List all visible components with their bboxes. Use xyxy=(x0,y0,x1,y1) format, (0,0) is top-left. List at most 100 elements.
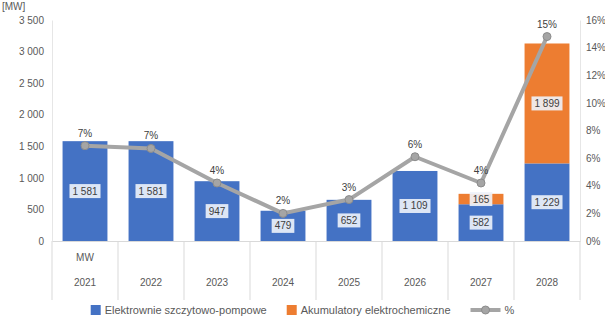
y-tick: 2 500 xyxy=(19,78,52,89)
category-separator xyxy=(52,241,53,300)
line-marker xyxy=(477,179,485,187)
y-tick-label: 2 500 xyxy=(19,78,44,89)
bar-label-group: 1 109 xyxy=(399,199,430,213)
line-label: 3% xyxy=(342,182,357,193)
x-tick: 2026 xyxy=(404,241,427,288)
y2-tick-label: 6% xyxy=(586,153,601,164)
line-label: 7% xyxy=(144,130,159,141)
legend-label: Akumulatory elektrochemiczne xyxy=(301,304,451,316)
y-tick-label: 0 xyxy=(38,236,44,247)
bar-label-box xyxy=(531,195,562,209)
category-separator xyxy=(250,241,251,300)
bar-label-box xyxy=(338,213,361,227)
y-tick-label: 3 500 xyxy=(19,15,44,26)
y2-tick: 12% xyxy=(580,70,605,81)
bar-label: 1 899 xyxy=(534,98,559,109)
y2-tick-label: 12% xyxy=(586,70,605,81)
bar-label-box xyxy=(531,96,562,110)
y2-tick: 10% xyxy=(580,98,605,109)
bar xyxy=(459,194,504,204)
y2-tick: 14% xyxy=(580,42,605,53)
bar-label-box xyxy=(206,204,229,218)
y2-axis: 0%2%4%6%8%10%12%14%16% xyxy=(580,15,605,247)
bar-label: 1 229 xyxy=(534,197,559,208)
x-tick: 2028 xyxy=(536,241,559,288)
category-separator xyxy=(316,241,317,300)
bar-label-group: 1 899 xyxy=(531,96,562,110)
bar-label: 165 xyxy=(473,194,490,205)
y-tick: 2 000 xyxy=(19,109,52,120)
y2-tick-label: 10% xyxy=(586,98,605,109)
line-marker xyxy=(543,33,551,41)
category-separator xyxy=(580,241,581,300)
bar-label: 1 581 xyxy=(72,186,97,197)
line-label: 4% xyxy=(474,165,489,176)
bar xyxy=(63,141,108,241)
category-separators xyxy=(52,241,580,300)
line-label: 15% xyxy=(537,19,557,30)
data-labels: 1 581 1 581 947 479 652 1 109 582 1 229 165 1 899… xyxy=(69,19,562,233)
bar-label: 947 xyxy=(209,206,226,217)
y-tick: 0 xyxy=(38,236,52,247)
legend: Elektrownie szczytowo-pompowe Akumulatory… xyxy=(91,304,515,316)
line-label: 4% xyxy=(210,165,225,176)
legend-symbol xyxy=(287,305,297,315)
y2-tick-label: 0% xyxy=(586,236,601,247)
x-tick: 2022 xyxy=(140,241,163,288)
line-label: 6% xyxy=(408,139,423,150)
x-tick-label: 2023 xyxy=(206,277,229,288)
y-tick: 500 xyxy=(27,204,52,215)
category-separator xyxy=(514,241,515,300)
legend-item: Elektrownie szczytowo-pompowe xyxy=(91,304,267,316)
line-label: 2% xyxy=(276,195,291,206)
bar-label-group: 582 xyxy=(470,216,493,230)
y2-tick: 16% xyxy=(580,15,605,26)
bar-label: 652 xyxy=(341,215,358,226)
bar-label-group: 1 581 xyxy=(135,184,166,198)
bar-label-box xyxy=(272,219,295,233)
bar-label-group: 1 581 xyxy=(69,184,100,198)
category-separator xyxy=(118,241,119,300)
legend-symbol xyxy=(91,305,101,315)
bar-label: 1 581 xyxy=(138,186,163,197)
x-tick: 2025 xyxy=(338,241,361,288)
y-tick-label: 2 000 xyxy=(19,109,44,120)
bar-label-group: 1 229 xyxy=(531,195,562,209)
y-tick-label: 1 000 xyxy=(19,173,44,184)
x-tick: 2023 xyxy=(206,241,229,288)
x-tick-label: 2021 xyxy=(74,277,97,288)
bar xyxy=(459,204,504,241)
y-axis-line xyxy=(52,21,53,242)
y-axis-title: [MW] xyxy=(2,1,26,12)
chart: 05001 0001 5002 0002 5003 0003 5000%2%4%… xyxy=(0,0,605,323)
line-label: 7% xyxy=(78,128,93,139)
legend-label: % xyxy=(505,304,515,316)
line-marker xyxy=(345,196,353,204)
category-separator xyxy=(448,241,449,300)
x-tick: 2027 xyxy=(470,241,493,288)
y2-tick: 0% xyxy=(580,236,601,247)
plot: 05001 0001 5002 0002 5003 0003 5000%2%4%… xyxy=(19,15,605,300)
bar-label-box xyxy=(399,199,430,213)
x-tick-label: 2027 xyxy=(470,277,493,288)
y2-axis-line xyxy=(580,21,581,242)
y-tick-label: 1 500 xyxy=(19,141,44,152)
bar-label-group: 947 xyxy=(206,204,229,218)
y-axis: 05001 0001 5002 0002 5003 0003 500 xyxy=(19,15,53,247)
bar-label: 479 xyxy=(275,220,292,231)
line-marker xyxy=(213,179,221,187)
legend-item: Akumulatory elektrochemiczne xyxy=(287,304,451,316)
y2-tick: 4% xyxy=(580,180,601,191)
bar xyxy=(393,171,438,241)
marks xyxy=(63,33,570,241)
line-marker xyxy=(147,144,155,152)
bar-label-box xyxy=(470,216,493,230)
y-tick: 3 500 xyxy=(19,15,52,26)
y-tick: 1 500 xyxy=(19,141,52,152)
annotation: MW xyxy=(76,252,94,263)
y2-tick-label: 8% xyxy=(586,125,601,136)
y2-tick: 6% xyxy=(580,153,601,164)
bar-label-box xyxy=(470,192,493,206)
y2-tick: 8% xyxy=(580,125,601,136)
bar xyxy=(327,200,372,241)
